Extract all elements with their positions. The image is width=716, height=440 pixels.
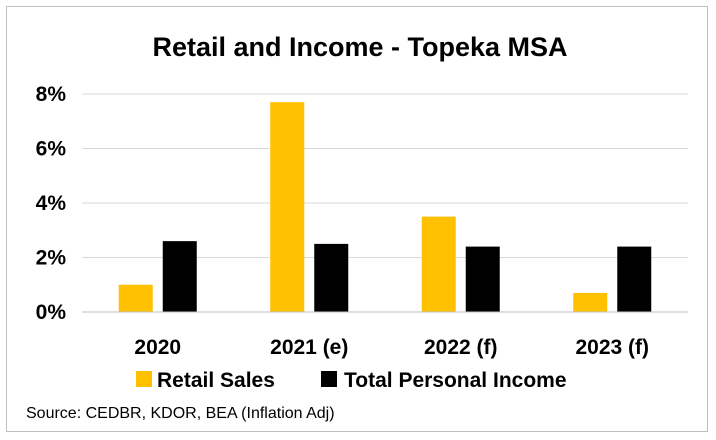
y-tick-label: 4% <box>36 192 67 215</box>
legend-label-total-personal-income: Total Personal Income <box>344 369 567 392</box>
chart-frame <box>6 6 708 432</box>
bar-retail-sales-3 <box>573 292 608 312</box>
bar-retail-sales-0 <box>118 284 153 312</box>
bar-total-personal-income-2 <box>465 246 500 312</box>
x-tick-label: 2023 (f) <box>575 336 649 359</box>
source-note: Source: CEDBR, KDOR, BEA (Inflation Adj) <box>26 405 335 422</box>
legend-label-retail-sales: Retail Sales <box>157 369 275 392</box>
x-tick-label: 2021 (e) <box>270 336 348 359</box>
bar-total-personal-income-1 <box>314 243 349 312</box>
x-axis-ticks: 2020 2021 (e) 2022 (f) 2023 (f) <box>134 336 649 359</box>
bar-retail-sales-2 <box>421 216 456 312</box>
y-tick-label: 6% <box>36 138 67 161</box>
y-tick-label: 0% <box>36 301 67 324</box>
bar-total-personal-income-3 <box>617 246 652 312</box>
chart-title: Retail and Income - Topeka MSA <box>152 32 567 62</box>
y-tick-label: 8% <box>36 83 67 106</box>
legend-swatch-retail-sales <box>136 371 152 387</box>
legend-swatch-total-personal-income <box>321 371 337 387</box>
gridlines <box>82 93 688 258</box>
x-tick-label: 2022 (f) <box>424 336 498 359</box>
bar-total-personal-income-0 <box>162 241 197 312</box>
x-tick-label: 2020 <box>134 336 181 359</box>
bars <box>118 102 652 312</box>
y-axis-ticks: 0% 2% 4% 6% 8% <box>36 83 67 324</box>
legend: Retail Sales Total Personal Income <box>136 369 567 392</box>
bar-retail-sales-1 <box>270 102 305 312</box>
y-tick-label: 2% <box>36 247 67 270</box>
